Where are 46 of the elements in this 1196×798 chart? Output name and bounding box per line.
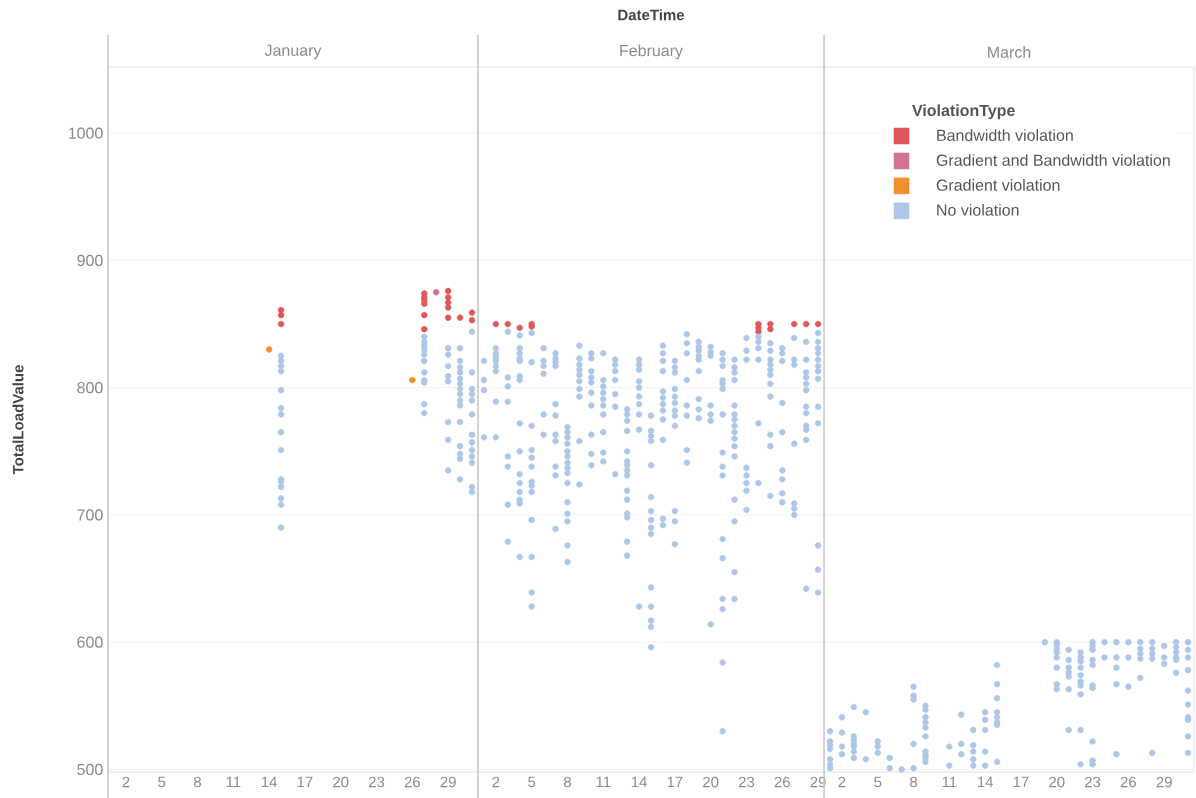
text: February	[620, 44, 683, 60]
x-tick-label: 14	[977, 776, 994, 788]
x-axis-title: DateTime	[618, 9, 685, 21]
x-tick-label: 2	[492, 776, 500, 788]
x-tick-label: 17	[297, 776, 313, 788]
x-tick-label: 5	[874, 776, 882, 788]
x-tick-label: 26	[404, 776, 420, 788]
x-tick-label: 23	[368, 776, 385, 788]
x-tick-label: 2	[838, 776, 846, 788]
x-tick-label: 29	[810, 776, 826, 788]
x-tick-label: 23	[1084, 776, 1101, 788]
y-axis-title: TotalLoadValue	[12, 365, 24, 475]
legend-label: No violation	[937, 204, 1019, 216]
x-tick-label: 8	[910, 776, 918, 788]
y-tick-label: 700	[77, 509, 103, 521]
x-tick-label: 11	[226, 776, 241, 788]
x-tick-label: 29	[440, 776, 456, 788]
text: March	[988, 46, 1031, 58]
x-tick-label: 2	[122, 776, 130, 788]
y-tick-label: 900	[77, 254, 103, 267]
x-tick-label: 14	[261, 776, 278, 788]
x-tick-label: 26	[774, 776, 790, 788]
y-tick-label: 800	[77, 382, 103, 394]
x-tick-label: 8	[563, 776, 571, 788]
x-tick-label: 17	[667, 776, 683, 788]
x-tick-label: 20	[1049, 776, 1065, 788]
y-tick-label: 500	[77, 763, 103, 776]
legend-label: Bandwidth violation	[937, 129, 1073, 141]
x-tick-label: 11	[942, 776, 957, 788]
x-tick-label: 8	[193, 776, 202, 788]
x-tick-label: 14	[631, 776, 647, 788]
x-tick-label: 5	[158, 776, 166, 788]
y-tick-label: 1000	[68, 127, 103, 139]
x-tick-label: 23	[738, 776, 755, 788]
y-tick-label: 600	[77, 636, 103, 648]
x-tick-label: 26	[1120, 776, 1137, 788]
legend-label: Gradient and Bandwidth violation	[936, 154, 1170, 166]
x-tick-label: 20	[703, 776, 719, 788]
text: January	[264, 44, 322, 60]
x-tick-label: 29	[1156, 776, 1172, 788]
legend-label: Gradient violation	[936, 179, 1060, 191]
x-tick-label: 20	[333, 776, 349, 788]
x-tick-label: 17	[1013, 776, 1029, 788]
x-tick-label: 11	[596, 776, 611, 788]
legend-title: ViolationType	[912, 104, 1015, 120]
x-tick-label: 5	[528, 776, 536, 788]
